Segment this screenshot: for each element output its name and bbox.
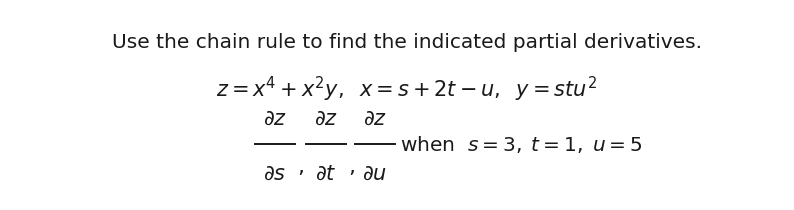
Text: $\partial t$: $\partial t$ [315,164,337,184]
Text: when  $s = 3, \; t = 1, \; u = 5$: when $s = 3, \; t = 1, \; u = 5$ [399,134,642,155]
Text: $\partial s$: $\partial s$ [263,164,287,184]
Text: $\partial z$: $\partial z$ [263,109,287,129]
Text: ,: , [348,158,355,177]
Text: $\partial z$: $\partial z$ [363,109,387,129]
Text: ,: , [298,158,305,177]
Text: $\partial z$: $\partial z$ [314,109,337,129]
Text: $\partial u$: $\partial u$ [362,164,387,184]
Text: $z = x^4 + x^2y, \;\; x = s + 2t - u, \;\; y = stu^2$: $z = x^4 + x^2y, \;\; x = s + 2t - u, \;… [217,75,597,105]
Text: Use the chain rule to find the indicated partial derivatives.: Use the chain rule to find the indicated… [112,33,702,52]
